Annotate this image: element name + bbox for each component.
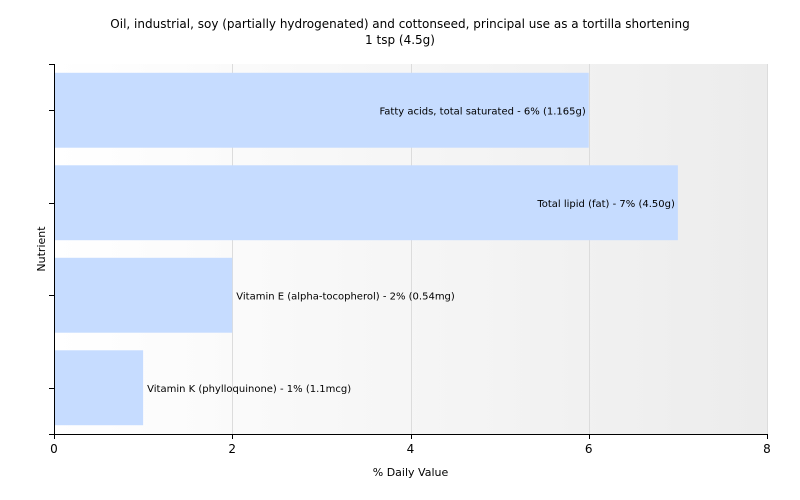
bar-data-label: Vitamin E (alpha-tocopherol) - 2% (0.54m… [236, 291, 455, 302]
axes [49, 64, 768, 439]
bar [54, 350, 144, 426]
bars: Fatty acids, total saturated - 6% (1.165… [54, 72, 678, 426]
bar-data-label: Vitamin K (phylloquinone) - 1% (1.1mcg) [147, 384, 351, 395]
chart-title: Oil, industrial, soy (partially hydrogen… [110, 17, 690, 31]
bar-data-label: Fatty acids, total saturated - 6% (1.165… [379, 106, 585, 117]
x-tick-label: 2 [228, 442, 236, 456]
bar [54, 165, 678, 241]
y-axis-label: Nutrient [35, 226, 48, 272]
chart-title-block: Oil, industrial, soy (partially hydrogen… [0, 16, 800, 48]
bar [54, 72, 589, 148]
x-tick-label: 6 [585, 442, 593, 456]
x-tick-label: 4 [407, 442, 415, 456]
bar-data-label: Total lipid (fat) - 7% (4.50g) [536, 199, 675, 210]
bar [54, 257, 233, 333]
x-axis-label: % Daily Value [373, 466, 449, 479]
x-tick-label: 0 [50, 442, 58, 456]
chart-subtitle: 1 tsp (4.5g) [365, 33, 435, 47]
x-tick-labels: 0 2 4 6 8 [50, 442, 771, 456]
x-tick-label: 8 [763, 442, 771, 456]
